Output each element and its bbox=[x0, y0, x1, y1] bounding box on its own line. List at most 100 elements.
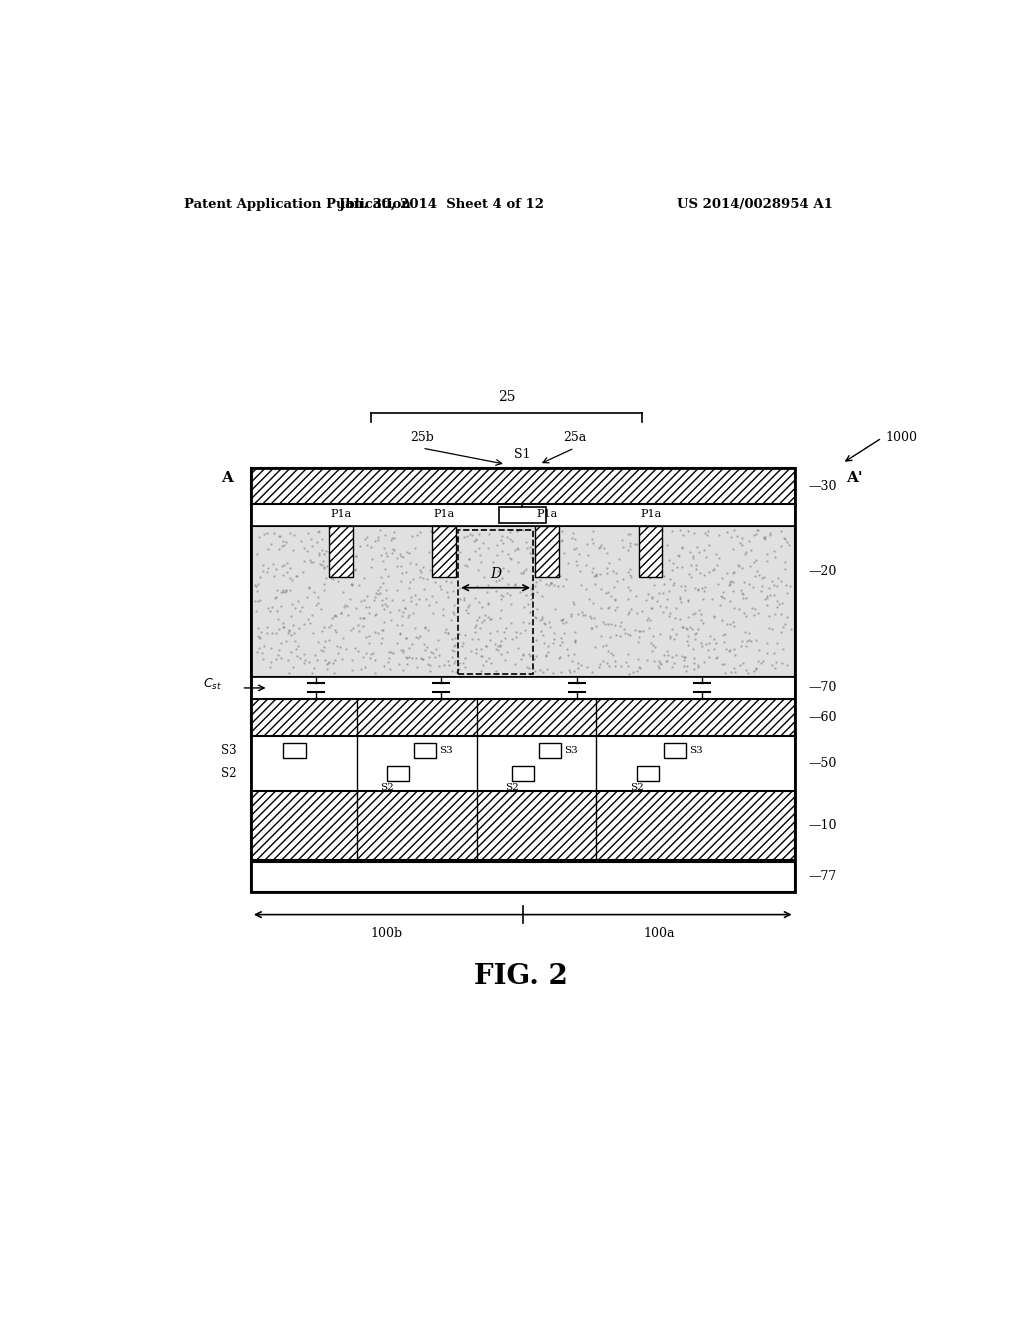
Point bbox=[766, 540, 782, 561]
Point bbox=[596, 537, 612, 558]
Point bbox=[304, 536, 321, 557]
Point bbox=[507, 574, 523, 595]
Text: P1a: P1a bbox=[640, 510, 662, 519]
Bar bbox=[664, 743, 686, 758]
Point bbox=[734, 587, 751, 609]
Point bbox=[766, 643, 782, 664]
Point bbox=[512, 622, 528, 643]
Point bbox=[737, 660, 754, 681]
Point bbox=[489, 636, 506, 657]
Point bbox=[400, 543, 417, 564]
Point bbox=[452, 589, 468, 610]
Point bbox=[493, 644, 509, 665]
Point bbox=[725, 539, 741, 560]
Point bbox=[759, 550, 775, 572]
Point bbox=[284, 569, 300, 590]
Point bbox=[559, 638, 575, 659]
Point bbox=[381, 647, 397, 668]
Point bbox=[370, 529, 386, 550]
Point bbox=[672, 589, 688, 610]
Point bbox=[499, 642, 515, 663]
Point bbox=[445, 544, 462, 565]
Point bbox=[572, 655, 589, 676]
Point bbox=[483, 609, 500, 630]
Point bbox=[283, 606, 299, 627]
Point bbox=[328, 552, 344, 573]
Point bbox=[761, 606, 777, 627]
Point bbox=[769, 576, 785, 597]
Point bbox=[689, 619, 706, 640]
Point bbox=[542, 576, 558, 597]
Point bbox=[419, 569, 435, 590]
Point bbox=[474, 655, 490, 676]
Point bbox=[436, 655, 453, 676]
Point bbox=[525, 583, 542, 605]
Point bbox=[726, 597, 742, 618]
Point bbox=[656, 573, 673, 594]
Point bbox=[452, 652, 468, 673]
Point bbox=[701, 626, 718, 647]
Point bbox=[335, 541, 351, 562]
Point bbox=[522, 589, 539, 610]
Point bbox=[428, 591, 444, 612]
Point bbox=[647, 636, 664, 657]
Point bbox=[743, 540, 760, 561]
Point bbox=[607, 614, 624, 635]
Point bbox=[502, 521, 518, 543]
Point bbox=[507, 653, 523, 675]
Point bbox=[307, 644, 324, 665]
Point bbox=[585, 593, 601, 614]
Text: D: D bbox=[490, 566, 501, 581]
Point bbox=[553, 531, 569, 552]
Point bbox=[519, 594, 536, 615]
Point bbox=[418, 589, 434, 610]
Point bbox=[706, 606, 722, 627]
Point bbox=[306, 657, 323, 678]
Point bbox=[595, 651, 611, 672]
Point bbox=[658, 640, 675, 661]
Bar bbox=[499, 507, 546, 523]
Point bbox=[570, 657, 587, 678]
Point bbox=[722, 640, 738, 661]
Point bbox=[251, 626, 267, 647]
Point bbox=[743, 598, 760, 619]
Point bbox=[579, 657, 595, 678]
Point bbox=[458, 599, 474, 620]
Point bbox=[399, 648, 416, 669]
Point bbox=[303, 552, 319, 573]
Point bbox=[674, 616, 690, 638]
Point bbox=[674, 537, 690, 558]
Point bbox=[726, 661, 742, 682]
Point bbox=[528, 560, 545, 581]
Point bbox=[641, 568, 657, 589]
Point bbox=[446, 640, 463, 661]
Point bbox=[260, 539, 276, 560]
Point bbox=[333, 557, 349, 578]
Point bbox=[329, 635, 345, 656]
Point bbox=[266, 523, 283, 544]
Point bbox=[479, 582, 496, 603]
Point bbox=[552, 565, 568, 586]
Point bbox=[584, 661, 600, 682]
Point bbox=[467, 587, 483, 609]
Point bbox=[367, 587, 383, 609]
Point bbox=[466, 622, 482, 643]
Point bbox=[680, 590, 696, 611]
Point bbox=[302, 549, 318, 570]
Point bbox=[775, 528, 792, 549]
Point bbox=[715, 624, 731, 645]
Point bbox=[430, 549, 446, 570]
Point bbox=[782, 619, 799, 640]
Point bbox=[540, 561, 556, 582]
Point bbox=[653, 529, 670, 550]
Point bbox=[388, 548, 404, 569]
Point bbox=[773, 652, 790, 673]
Point bbox=[274, 582, 291, 603]
Point bbox=[510, 638, 526, 659]
Point bbox=[408, 553, 424, 574]
Point bbox=[367, 589, 383, 610]
Point bbox=[468, 529, 484, 550]
Point bbox=[652, 653, 669, 675]
Point bbox=[468, 528, 484, 549]
Point bbox=[264, 597, 281, 618]
